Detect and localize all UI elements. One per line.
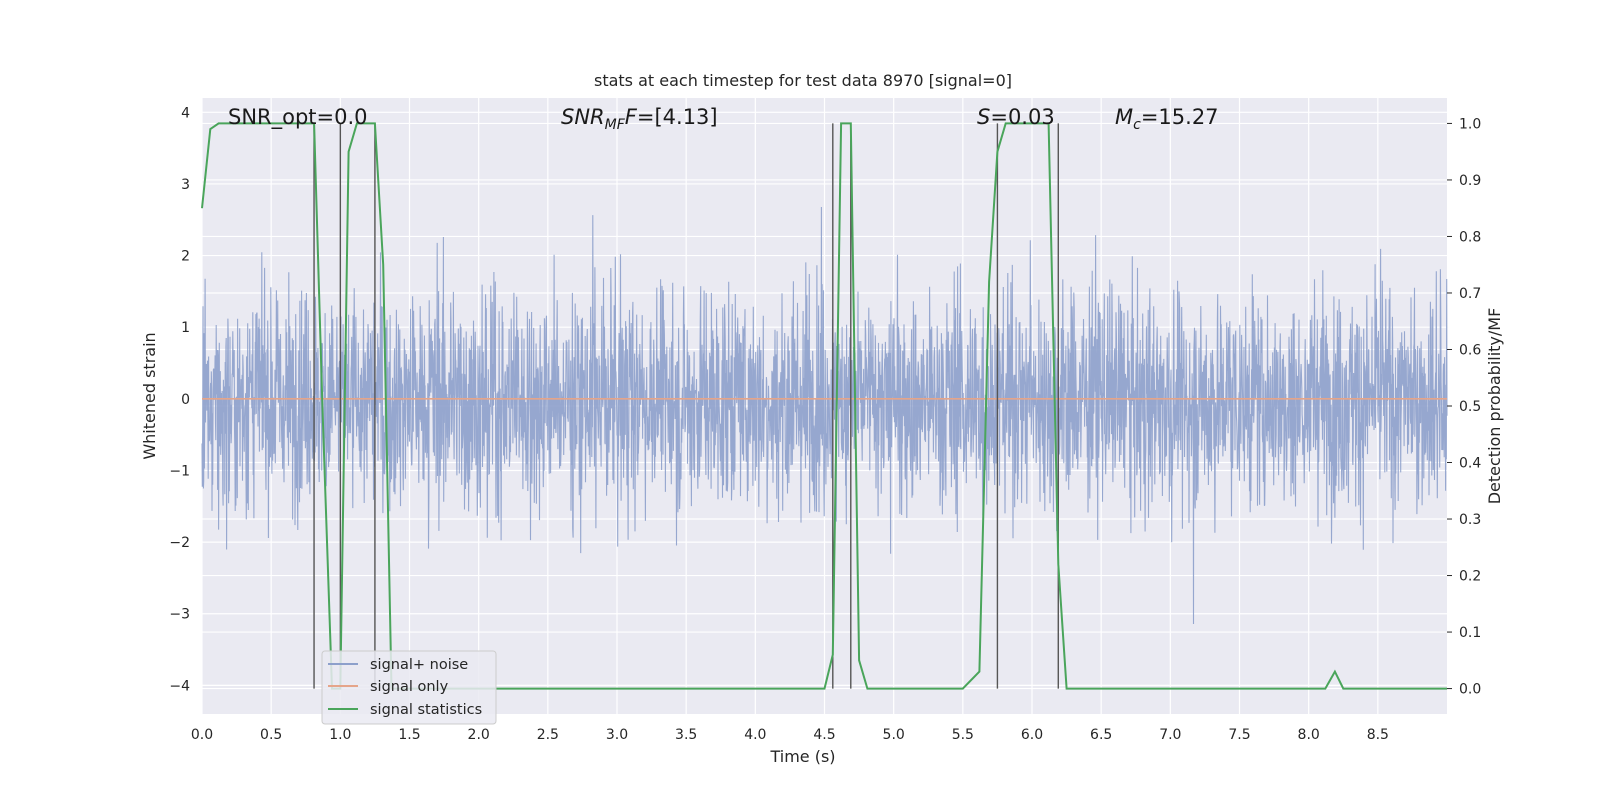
y2-axis-label: Detection probability/MF	[1485, 308, 1504, 505]
x-tick-label: 4.5	[813, 727, 835, 743]
annotation-mc-subscript: c	[1133, 117, 1141, 133]
y-tick-label: −3	[169, 607, 190, 623]
annotation-s: S=0.03	[977, 105, 1055, 129]
x-tick-label: 4.0	[744, 727, 766, 743]
annotation-s-value: =0.03	[990, 105, 1054, 129]
x-tick-label: 2.0	[468, 727, 490, 743]
y-axis-ticks: −4 −3 −2 −1 0 1 2 3 4	[169, 105, 190, 694]
y2-tick-label: 0.8	[1459, 229, 1481, 245]
annotation-mc: Mc=15.27	[1115, 105, 1219, 133]
legend-box	[321, 650, 497, 725]
x-tick-label: 1.5	[398, 727, 420, 743]
y2-tick-label: 0.2	[1459, 569, 1481, 585]
y-tick-label: −4	[169, 678, 190, 694]
legend-label-signal: signal only	[370, 679, 449, 695]
x-tick-label: 0.5	[260, 727, 282, 743]
y2-tick-label: 0.3	[1459, 512, 1481, 528]
x-tick-label: 8.5	[1367, 727, 1389, 743]
annotation-snr-mf-label: SNR	[561, 105, 605, 129]
y2-tick-label: 0.7	[1459, 286, 1481, 302]
signal-statistics-line	[201, 122, 1447, 690]
annotation-snr-mf-value: =[4.13]	[637, 105, 718, 129]
y-tick-label: 4	[181, 105, 190, 121]
legend: signal+ noise signal only signal statist…	[321, 650, 497, 725]
annotation-mc-label: M	[1115, 105, 1133, 129]
y2-tick-label: 0.4	[1459, 456, 1481, 472]
y2-tick-label: 0.6	[1459, 342, 1481, 358]
annotation-snr-mf-f: F	[625, 105, 638, 129]
y-axis-label: Whitened strain	[140, 332, 159, 459]
y2-tick-label: 0.1	[1459, 625, 1481, 641]
y-tick-label: −2	[169, 535, 190, 551]
y2-tick-label: 0.5	[1459, 399, 1481, 415]
x-tick-label: 3.5	[675, 727, 697, 743]
noise-line	[201, 206, 1448, 625]
x-tick-label: 3.0	[606, 727, 628, 743]
y2-tick-label: 0.0	[1459, 682, 1481, 698]
noise-series	[201, 206, 1448, 625]
y2-tick-label: 1.0	[1459, 116, 1481, 132]
x-tick-label: 6.0	[1021, 727, 1043, 743]
x-tick-label: 7.0	[1159, 727, 1181, 743]
annotation-snr-mf-subscript: MF	[605, 117, 626, 133]
annotation-s-label: S	[977, 105, 990, 129]
y2-axis-ticks: 0.0 0.1 0.2 0.3 0.4 0.5 0.6 0.7 0.8 0.9 1.0	[1447, 116, 1481, 698]
y-tick-label: 1	[181, 320, 190, 336]
x-tick-label: 2.5	[537, 727, 559, 743]
x-axis-ticks: 0.0 0.5 1.0 1.5 2.0 2.5 3.0 3.5 4.0 4.5 5.0 5.5 6.0 6…	[191, 727, 1389, 743]
signal-statistics-series	[201, 122, 1447, 690]
x-tick-label: 8.0	[1298, 727, 1320, 743]
y-tick-label: −1	[169, 463, 190, 479]
annotation-snr-mf: SNRMFF=[4.13]	[561, 105, 718, 133]
annotation-mc-value: =15.27	[1141, 105, 1219, 129]
annotation-snr-opt: SNR_opt=0.0	[228, 105, 368, 130]
x-tick-label: 6.5	[1090, 727, 1112, 743]
x-tick-label: 7.5	[1228, 727, 1250, 743]
y2-tick-label: 0.9	[1459, 173, 1481, 189]
x-tick-label: 0.0	[191, 727, 213, 743]
x-tick-label: 1.0	[329, 727, 351, 743]
y-tick-label: 2	[181, 249, 190, 265]
legend-label-stats: signal statistics	[370, 702, 482, 718]
x-axis-label: Time (s)	[769, 747, 835, 766]
x-tick-label: 5.0	[883, 727, 905, 743]
y-tick-label: 0	[181, 392, 190, 408]
y-tick-label: 3	[181, 177, 190, 193]
x-tick-label: 5.5	[952, 727, 974, 743]
chart-title: stats at each timestep for test data 897…	[594, 71, 1012, 90]
legend-label-noise: signal+ noise	[370, 657, 468, 673]
